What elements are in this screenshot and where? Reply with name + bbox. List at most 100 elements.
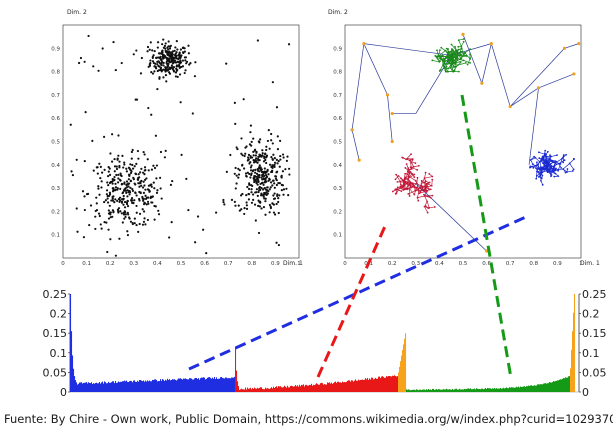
green-bar	[511, 387, 513, 392]
red-cluster-point	[404, 176, 407, 179]
scatter-point	[176, 48, 179, 51]
scatter-point	[273, 192, 276, 195]
red-cluster-point	[416, 196, 419, 199]
blue-bar	[194, 378, 196, 392]
noise-point	[151, 195, 154, 198]
blue-bar	[174, 379, 176, 392]
green-bar	[463, 389, 465, 392]
left-plot-xtick-label: 0.6	[200, 261, 209, 267]
red-bar	[235, 346, 237, 392]
red-bar	[253, 388, 255, 392]
green-cluster-point	[445, 47, 448, 50]
blue-cluster-point	[543, 163, 545, 165]
blue-bar	[73, 368, 75, 392]
noise-point	[194, 241, 197, 244]
scatter-point	[135, 162, 138, 165]
blue-cluster-point	[540, 177, 543, 180]
blue-cluster-point	[546, 167, 549, 170]
blue-cluster-point	[537, 151, 540, 154]
red-bar	[296, 386, 298, 392]
scatter-point	[172, 66, 176, 69]
blue-cluster-edge	[566, 170, 573, 173]
blue-cluster-point	[557, 162, 560, 165]
scatter-point	[258, 189, 261, 192]
green-bar	[540, 384, 542, 392]
scatter-point	[264, 152, 267, 155]
scatter-point	[162, 76, 165, 79]
red-cluster-point	[416, 176, 419, 179]
scatter-point	[241, 163, 244, 166]
blue-bar	[112, 381, 114, 392]
scatter-point	[252, 150, 255, 154]
red-bar	[261, 387, 263, 392]
scatter-point	[162, 57, 165, 60]
red-bar	[256, 388, 258, 392]
scatter-point	[273, 157, 276, 160]
noise-point	[100, 180, 103, 183]
scatter-point	[268, 188, 271, 191]
scatter-point	[142, 150, 145, 154]
scatter-point	[254, 168, 257, 171]
green-bar	[417, 389, 419, 392]
blue-bar	[75, 380, 77, 392]
green-cluster-point	[459, 58, 462, 61]
red-bar	[252, 388, 254, 392]
right-plot-ytick-label: 0.4	[333, 163, 342, 169]
blue-bar	[178, 378, 180, 392]
scatter-point	[286, 155, 289, 158]
green-cluster-point	[447, 70, 449, 73]
red-cluster-point	[409, 159, 411, 162]
blue-bar	[89, 382, 91, 392]
red-bar	[321, 382, 323, 392]
scatter-point	[135, 49, 138, 52]
red-cluster-point	[431, 175, 434, 178]
scatter-point	[136, 178, 140, 181]
scatter-point	[270, 132, 273, 136]
red-bar	[348, 380, 350, 392]
green-cluster-point	[456, 57, 459, 60]
scatter-point	[268, 211, 271, 214]
red-bar	[288, 387, 290, 392]
blue-bar	[151, 381, 153, 392]
red-bar	[248, 388, 250, 392]
noise-point	[116, 157, 119, 160]
scatter-point	[113, 189, 117, 192]
scatter-point	[114, 254, 117, 257]
red-bar	[279, 386, 281, 392]
blue-cluster-point	[534, 167, 537, 169]
red-bar	[262, 388, 264, 392]
scatter-point	[280, 188, 283, 192]
red-cluster-point	[433, 206, 436, 208]
scatter-point	[249, 166, 252, 169]
blue-bar	[101, 382, 103, 392]
scatter-point	[141, 223, 145, 226]
blue-bar	[169, 379, 171, 392]
noise-point	[275, 106, 279, 109]
blue-cluster-point	[562, 154, 565, 156]
scatter-point	[257, 199, 260, 202]
blue-cluster-point	[561, 157, 563, 160]
scatter-point	[122, 203, 125, 206]
green-bar	[544, 383, 546, 392]
scatter-point	[243, 212, 246, 216]
noise-node	[385, 93, 390, 97]
scatter-point	[234, 166, 237, 170]
scatter-point	[260, 168, 263, 171]
red-cluster-point	[411, 172, 413, 175]
scatter-point	[280, 174, 283, 177]
scatter-point	[263, 170, 266, 173]
blue-bar	[214, 376, 216, 392]
scatter-point	[254, 154, 258, 157]
scatter-point	[122, 166, 125, 169]
green-bar	[485, 387, 487, 392]
scatter-point	[151, 201, 154, 204]
orange-end-bar	[572, 331, 574, 392]
blue-bar	[95, 383, 97, 392]
green-bar	[435, 389, 437, 392]
scatter-point	[245, 174, 248, 178]
red-cluster-point	[410, 168, 413, 170]
red-bar	[254, 387, 256, 392]
blue-bar	[122, 381, 124, 392]
orange-end-bar	[570, 368, 572, 392]
green-bar	[432, 388, 434, 392]
